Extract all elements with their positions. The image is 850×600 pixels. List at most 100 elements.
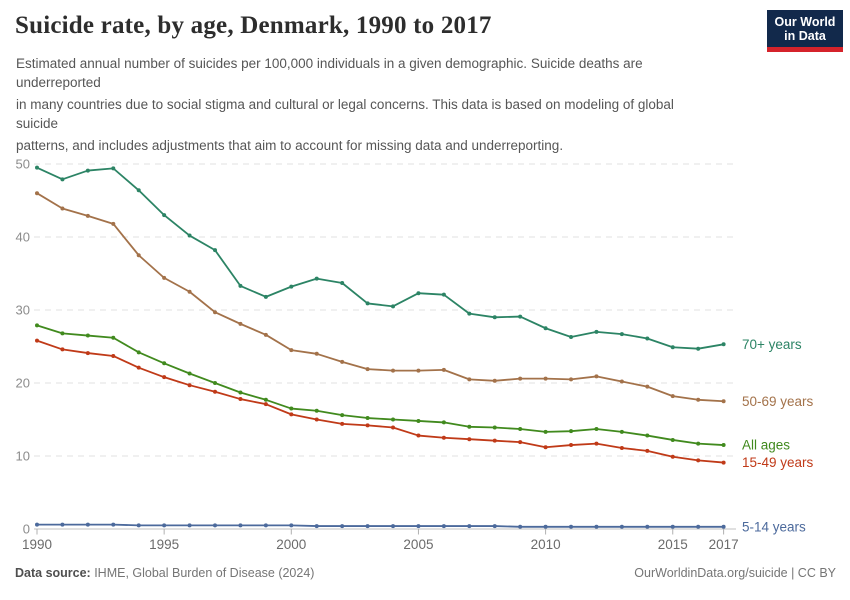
series-point-all-ages-1992[interactable] (85, 333, 90, 338)
series-point-70-years-2001[interactable] (314, 276, 319, 281)
series-point-15-49-years-2013[interactable] (619, 445, 624, 450)
series-point-15-49-years-2003[interactable] (365, 423, 370, 428)
series-point-50-69-years-1999[interactable] (263, 332, 268, 337)
series-point-all-ages-1999[interactable] (263, 397, 268, 402)
series-point-all-ages-2008[interactable] (492, 425, 497, 430)
series-point-5-14-years-2006[interactable] (441, 524, 446, 529)
series-point-50-69-years-2014[interactable] (645, 384, 650, 389)
series-point-50-69-years-1994[interactable] (136, 253, 141, 258)
series-point-5-14-years-1993[interactable] (111, 522, 116, 527)
series-point-5-14-years-2016[interactable] (696, 524, 701, 529)
series-point-50-69-years-2002[interactable] (340, 359, 345, 364)
series-point-15-49-years-1993[interactable] (111, 353, 116, 358)
series-line-50-69-years[interactable] (36, 192, 725, 403)
series-point-15-49-years-1994[interactable] (136, 365, 141, 370)
series-line-15-49-years[interactable] (36, 339, 725, 464)
series-point-5-14-years-2008[interactable] (492, 524, 497, 529)
series-line-5-14-years[interactable] (36, 523, 725, 528)
series-point-all-ages-2003[interactable] (365, 416, 370, 421)
series-point-50-69-years-2015[interactable] (670, 394, 675, 399)
series-point-70-years-1990[interactable] (35, 165, 39, 170)
series-point-5-14-years-2004[interactable] (391, 524, 396, 529)
series-point-70-years-2014[interactable] (645, 336, 650, 341)
chart-canvas[interactable]: 0 10 20 30 40 50 1990 1995 2000 2005 2010 2015 2017 7… (0, 150, 850, 560)
series-point-70-years-1991[interactable] (60, 177, 65, 182)
series-point-5-14-years-1990[interactable] (35, 522, 39, 527)
series-point-all-ages-1994[interactable] (136, 350, 141, 355)
series-point-all-ages-2017[interactable] (721, 443, 726, 448)
series-point-5-14-years-1992[interactable] (85, 522, 90, 527)
series-point-5-14-years-1991[interactable] (60, 522, 65, 527)
series-point-15-49-years-2000[interactable] (289, 412, 294, 417)
series-point-15-49-years-2008[interactable] (492, 438, 497, 443)
series-point-15-49-years-2005[interactable] (416, 433, 421, 438)
series-point-all-ages-2016[interactable] (696, 441, 701, 446)
series-point-15-49-years-2001[interactable] (314, 417, 319, 422)
series-point-70-years-2007[interactable] (467, 311, 472, 316)
series-label-50-69-years[interactable]: 50-69 years (742, 394, 814, 409)
series-point-70-years-2009[interactable] (518, 314, 523, 319)
series-point-15-49-years-1996[interactable] (187, 383, 192, 388)
line-chart[interactable]: 0 10 20 30 40 50 1990 1995 2000 2005 2010 2015 2017 7… (0, 150, 850, 560)
series-point-70-years-1999[interactable] (263, 294, 268, 299)
series-point-5-14-years-2015[interactable] (670, 524, 675, 529)
series-point-5-14-years-2011[interactable] (569, 524, 574, 529)
series-point-50-69-years-1990[interactable] (35, 191, 39, 196)
series-point-all-ages-1993[interactable] (111, 335, 116, 340)
series-point-15-49-years-2004[interactable] (391, 425, 396, 430)
series-point-50-69-years-2011[interactable] (569, 377, 574, 382)
series-point-70-years-1995[interactable] (162, 213, 167, 218)
series-point-50-69-years-2017[interactable] (721, 399, 726, 404)
series-point-15-49-years-2012[interactable] (594, 441, 599, 446)
series-point-70-years-2016[interactable] (696, 346, 701, 351)
series-point-50-69-years-1995[interactable] (162, 275, 167, 280)
series-point-all-ages-2000[interactable] (289, 406, 294, 411)
series-point-70-years-2005[interactable] (416, 291, 421, 296)
series-point-50-69-years-2006[interactable] (441, 367, 446, 372)
credit-link[interactable]: OurWorldinData.org/suicide | CC BY (634, 566, 836, 580)
series-point-5-14-years-1995[interactable] (162, 523, 167, 528)
series-point-all-ages-1990[interactable] (35, 323, 39, 328)
series-point-all-ages-2013[interactable] (619, 429, 624, 434)
series-point-70-years-2004[interactable] (391, 304, 396, 309)
series-point-70-years-2013[interactable] (619, 332, 624, 337)
series-line-70-years[interactable] (36, 166, 725, 350)
series-point-5-14-years-2009[interactable] (518, 524, 523, 529)
series-point-5-14-years-1996[interactable] (187, 523, 192, 528)
series-point-15-49-years-2014[interactable] (645, 448, 650, 453)
series-label-15-49-years[interactable]: 15-49 years (742, 455, 814, 470)
series-point-50-69-years-2013[interactable] (619, 379, 624, 384)
series-label-5-14-years[interactable]: 5-14 years (742, 519, 806, 534)
series-point-all-ages-1996[interactable] (187, 371, 192, 376)
series-point-all-ages-2005[interactable] (416, 418, 421, 423)
series-point-5-14-years-2017[interactable] (721, 524, 726, 529)
series-point-70-years-1993[interactable] (111, 166, 116, 171)
series-point-50-69-years-1993[interactable] (111, 221, 116, 226)
series-point-70-years-2012[interactable] (594, 329, 599, 334)
series-point-15-49-years-1999[interactable] (263, 402, 268, 407)
series-point-15-49-years-1992[interactable] (85, 351, 90, 356)
series-point-50-69-years-1998[interactable] (238, 321, 243, 326)
series-point-15-49-years-2011[interactable] (569, 443, 574, 448)
series-point-15-49-years-1990[interactable] (35, 338, 39, 343)
series-point-5-14-years-2002[interactable] (340, 524, 345, 529)
series-point-50-69-years-1997[interactable] (213, 310, 218, 315)
series-point-70-years-2010[interactable] (543, 326, 548, 331)
series-point-all-ages-2001[interactable] (314, 408, 319, 413)
series-point-50-69-years-1996[interactable] (187, 289, 192, 294)
series-point-all-ages-2007[interactable] (467, 424, 472, 429)
series-point-5-14-years-2000[interactable] (289, 523, 294, 528)
series-point-5-14-years-1997[interactable] (213, 523, 218, 528)
series-point-70-years-1996[interactable] (187, 233, 192, 238)
series-point-5-14-years-1994[interactable] (136, 523, 141, 528)
series-label-all-ages[interactable]: All ages (742, 438, 790, 453)
series-point-all-ages-2004[interactable] (391, 417, 396, 422)
series-point-5-14-years-2014[interactable] (645, 524, 650, 529)
series-point-all-ages-1998[interactable] (238, 390, 243, 395)
series-point-15-49-years-1995[interactable] (162, 375, 167, 380)
series-point-50-69-years-2008[interactable] (492, 378, 497, 383)
series-point-70-years-2017[interactable] (721, 342, 726, 347)
series-point-70-years-1998[interactable] (238, 283, 243, 288)
series-point-50-69-years-2003[interactable] (365, 367, 370, 372)
series-point-5-14-years-2005[interactable] (416, 524, 421, 529)
